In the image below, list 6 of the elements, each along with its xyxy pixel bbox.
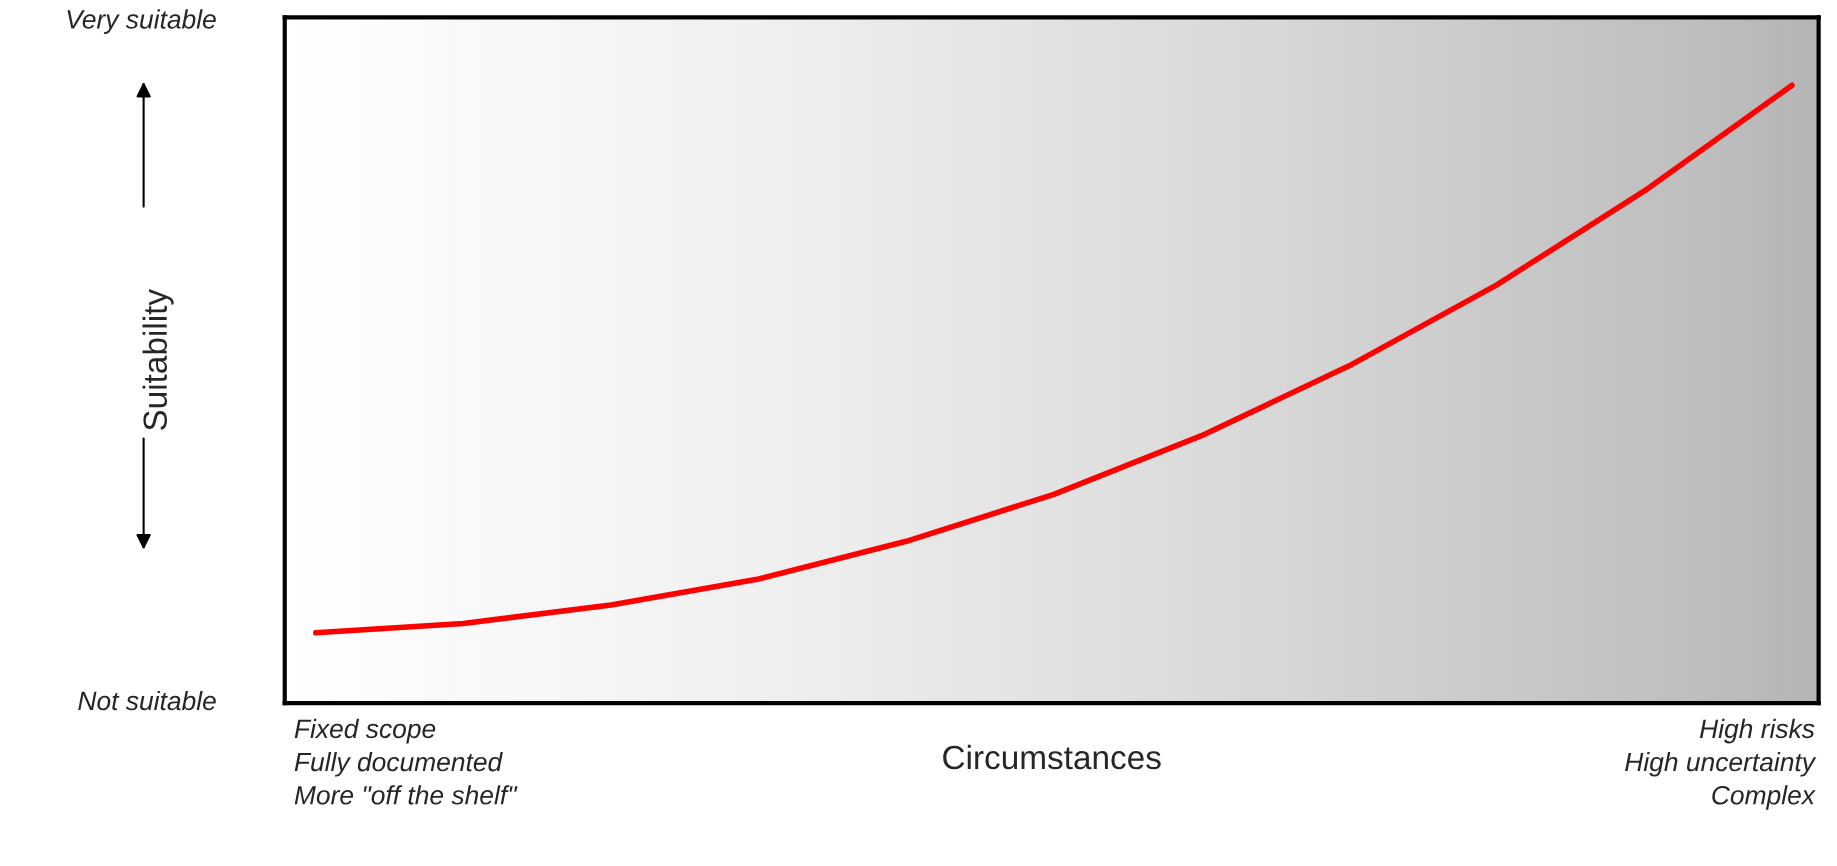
text: High risks High uncertainty Complex	[1625, 718, 1817, 810]
text: Not suitable	[78, 690, 216, 711]
text: Fixed scope Fully documented More "off the shelf"	[294, 718, 518, 805]
text: Very suitable	[67, 9, 216, 34]
x-axis-title: Circumstances	[943, 744, 1161, 770]
y-axis-title: Suitability	[142, 288, 174, 431]
